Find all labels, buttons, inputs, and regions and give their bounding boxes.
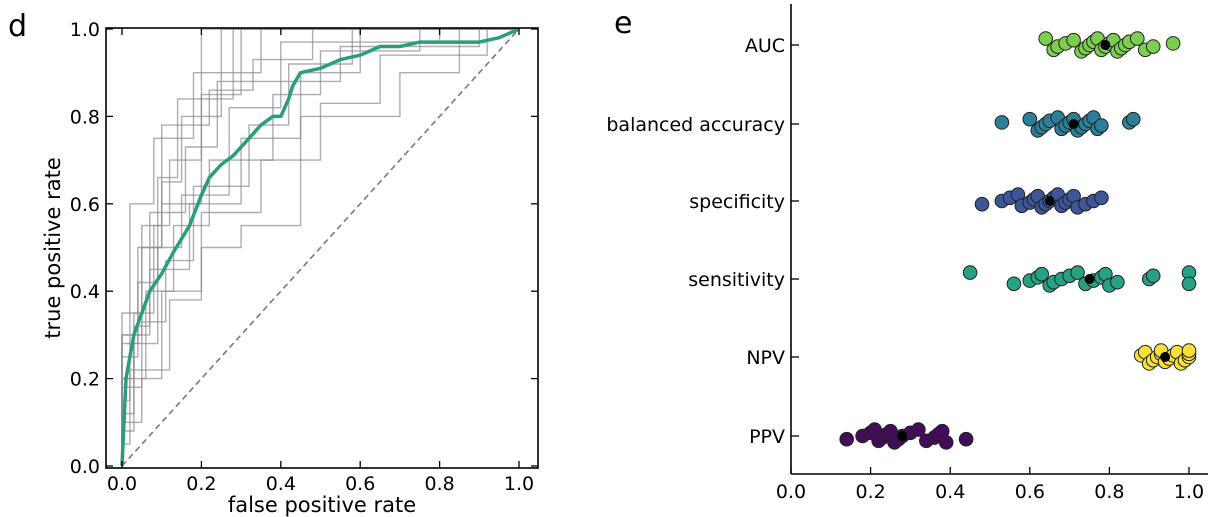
metric-label: PPV: [749, 426, 785, 448]
roc-plot-frame: [105, 27, 539, 469]
metrics-x-tick-label: 1.0: [1174, 481, 1204, 503]
metric-point: [1145, 268, 1161, 284]
roc-y-tick-label: 0.8: [70, 106, 100, 128]
metrics-x-tick-label: 0.4: [935, 481, 965, 503]
metric-point: [938, 435, 954, 450]
roc-y-tick-label: 1.0: [70, 19, 100, 41]
metric-point: [1130, 31, 1145, 46]
metric-label: AUC: [745, 35, 785, 57]
roc-y-tick-label: 0.4: [70, 281, 100, 303]
metric-label: specificity: [689, 191, 785, 213]
roc-y-tick-label: 0.2: [70, 369, 100, 391]
roc-x-tick-label: 1.0: [504, 473, 534, 495]
metric-label: NPV: [746, 347, 785, 369]
chance-diagonal-line: [121, 28, 520, 467]
metric-mean-marker: [1100, 40, 1111, 50]
metric-category-labels: AUC balanced accuracy specificity sensitivi…: [606, 35, 799, 448]
roc-y-tick-label: 0.0: [70, 456, 100, 478]
metric-point: [1126, 111, 1141, 127]
roc-y-tick-label: 0.6: [70, 194, 100, 216]
metric-mean-marker: [897, 431, 908, 441]
fold-roc-curve: [121, 28, 519, 466]
fold-roc-curve: [121, 28, 519, 466]
metric-point: [1110, 274, 1125, 290]
roc-x-tick-label: 0.0: [107, 473, 137, 495]
metrics-x-tick-label: 0.0: [776, 481, 806, 503]
metric-mean-marker: [1160, 352, 1171, 362]
metrics-x-tick-label: 0.8: [1094, 481, 1124, 503]
metric-point: [839, 431, 855, 447]
roc-y-axis-label: true positive rate: [41, 157, 65, 338]
roc-x-tick-label: 0.2: [186, 473, 216, 495]
metric-point: [1165, 36, 1181, 51]
metric-point: [1181, 276, 1197, 292]
roc-x-tick-label: 0.4: [266, 473, 296, 495]
metric-point: [1034, 266, 1049, 282]
roc-x-tick-label: 0.6: [345, 473, 375, 495]
panel-e-letter: e: [614, 6, 632, 41]
metric-point: [958, 431, 974, 447]
metric-mean-marker: [1084, 274, 1095, 284]
metric-mean-marker: [1068, 119, 1079, 129]
metric-point: [1094, 118, 1109, 133]
roc-x-axis-label: false positive rate: [228, 493, 416, 517]
metric-point: [1066, 32, 1081, 48]
metric-point: [1038, 31, 1053, 46]
metric-points: [839, 31, 1197, 450]
metrics-x-tick-label: 0.6: [1015, 481, 1045, 503]
metric-point: [1145, 39, 1161, 54]
metric-mean-marker: [1044, 196, 1055, 206]
fold-roc-curve: [121, 28, 519, 466]
fold-roc-curve: [121, 28, 519, 466]
metric-point: [962, 265, 978, 280]
fold-roc-curve: [121, 28, 519, 466]
mean-roc-curve: [120, 27, 520, 467]
metric-label: sensitivity: [688, 269, 785, 291]
metrics-x-axis: 0.0 0.2 0.4 0.6 0.8 1.0: [776, 467, 1204, 503]
metric-point: [1181, 343, 1197, 358]
metric-point: [911, 422, 926, 437]
metrics-x-tick-label: 0.2: [855, 481, 885, 503]
metric-point: [1094, 190, 1109, 206]
metric-label: balanced accuracy: [606, 114, 785, 136]
roc-y-axis: 0.0 0.2 0.4 0.6 0.8 1.0: [70, 19, 538, 478]
roc-x-tick-label: 0.8: [424, 473, 454, 495]
roc-chart: 0.0 0.2 0.4 0.6 0.8 1.0 0.0 0.2 0.4 0.6 0.8 1.0 fa…: [41, 19, 539, 517]
metrics-strip-chart: AUC balanced accuracy specificity sensitivi…: [606, 4, 1208, 503]
panel-d-letter: d: [8, 9, 27, 44]
metric-point: [1070, 265, 1085, 280]
metric-point: [1022, 111, 1038, 127]
metric-point: [1006, 276, 1022, 292]
metric-point: [974, 196, 990, 212]
metric-point: [994, 115, 1010, 130]
roc-x-axis: 0.0 0.2 0.4 0.6 0.8 1.0: [107, 28, 534, 495]
